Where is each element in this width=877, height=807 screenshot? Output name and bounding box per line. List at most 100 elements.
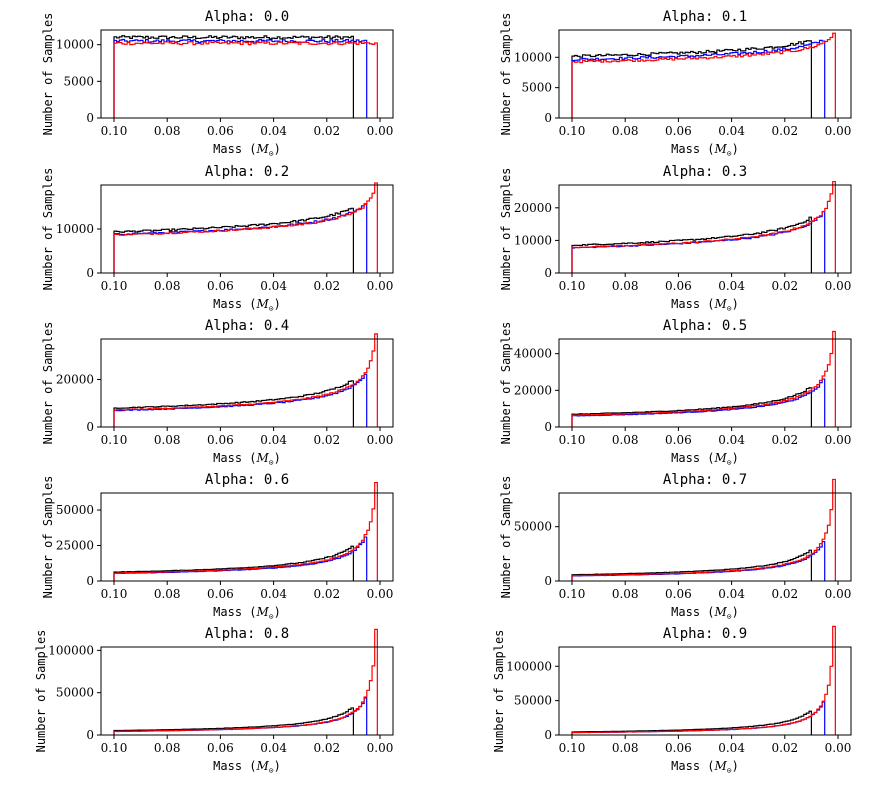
y-tick-label: 0 (544, 420, 552, 434)
x-tick-label: 0.06 (207, 741, 234, 755)
x-tick-label: 0.02 (771, 587, 798, 601)
histogram-series-1 (571, 710, 812, 735)
panel-alpha-0.4: Alpha: 0.4 0.10 0.08 0.06 0.04 0.02 0.00 0 20000… (41, 318, 394, 467)
x-tick-label: 0.08 (154, 124, 181, 138)
plot-frame (100, 29, 394, 119)
y-axis-label: Number of Samples (499, 168, 513, 291)
x-tick-label: 0.08 (154, 741, 181, 755)
x-tick-label: 0.06 (207, 587, 234, 601)
x-tick-label: 0.08 (154, 433, 181, 447)
x-label-unit: M (714, 297, 728, 311)
panel-title: Alpha: 0.8 (205, 626, 289, 642)
x-tick-label: 0.08 (154, 279, 181, 293)
x-label-prefix: Mass ( (671, 297, 714, 311)
x-label-unit: M (714, 605, 728, 619)
x-label-suffix: ) (274, 451, 281, 465)
y-tick-label: 100000 (506, 659, 552, 673)
x-tick-label: 0.06 (665, 279, 692, 293)
x-tick-label: 0.06 (665, 587, 692, 601)
histogram-series-3 (113, 333, 378, 427)
x-tick-label: 0.00 (825, 124, 852, 138)
histogram-series-1 (113, 35, 354, 118)
histogram-series-1 (571, 549, 812, 581)
x-axis-label: Mass (M⊙) (671, 451, 739, 467)
x-tick-label: 0.04 (260, 587, 287, 601)
plot-frame (100, 646, 394, 736)
panel-title: Alpha: 0.3 (663, 164, 747, 180)
x-label-unit: M (256, 142, 270, 156)
y-tick-label: 10000 (514, 233, 552, 247)
x-label-subscript: ⊙ (727, 304, 732, 313)
x-label-suffix: ) (732, 605, 739, 619)
x-tick-label: 0.10 (101, 587, 128, 601)
x-axis-label: Mass (M⊙) (671, 759, 739, 775)
y-axis-label: Number of Samples (499, 322, 513, 445)
x-tick-label: 0.10 (559, 433, 586, 447)
x-label-unit: M (256, 297, 270, 311)
x-label-subscript: ⊙ (727, 458, 732, 467)
y-tick-label: 0 (86, 266, 94, 280)
x-tick-label: 0.06 (207, 433, 234, 447)
y-axis-label: Number of Samples (34, 630, 48, 753)
x-label-subscript: ⊙ (269, 149, 274, 158)
x-tick-label: 0.02 (771, 433, 798, 447)
x-label-prefix: Mass ( (213, 759, 256, 773)
x-tick-label: 0.08 (612, 279, 639, 293)
panel-alpha-0.8: Alpha: 0.8 0.10 0.08 0.06 0.04 0.02 0.00 0 50000… (34, 626, 394, 775)
panel-alpha-0.9: Alpha: 0.9 0.10 0.08 0.06 0.04 0.02 0.00 0 50000… (492, 625, 852, 775)
histogram-series-2 (113, 38, 368, 118)
x-label-subscript: ⊙ (727, 766, 732, 775)
x-tick-label: 0.02 (771, 124, 798, 138)
panel-alpha-0.5: Alpha: 0.5 0.10 0.08 0.06 0.04 0.02 0.00 0 20000… (499, 318, 852, 467)
x-tick-label: 0.00 (825, 279, 852, 293)
y-axis-label: Number of Samples (492, 630, 506, 753)
histogram-series-3 (113, 182, 378, 273)
histogram-series-2 (113, 373, 368, 427)
x-tick-label: 0.10 (101, 433, 128, 447)
histogram-series-2 (113, 536, 368, 581)
x-label-prefix: Mass ( (671, 451, 714, 465)
x-axis-label: Mass (M⊙) (213, 451, 281, 467)
x-tick-label: 0.02 (313, 587, 340, 601)
x-tick-label: 0.02 (771, 741, 798, 755)
x-label-suffix: ) (732, 142, 739, 156)
y-axis-label: Number of Samples (499, 476, 513, 599)
x-tick-label: 0.02 (771, 279, 798, 293)
y-tick-label: 0 (86, 574, 94, 588)
x-label-prefix: Mass ( (213, 142, 256, 156)
x-label-unit: M (714, 451, 728, 465)
y-tick-label: 0 (86, 728, 94, 742)
histogram-series-1 (113, 207, 354, 273)
x-label-suffix: ) (274, 759, 281, 773)
panel-title: Alpha: 0.1 (663, 9, 747, 25)
histogram-series-3 (571, 32, 836, 118)
x-tick-label: 0.04 (260, 741, 287, 755)
x-label-prefix: Mass ( (671, 605, 714, 619)
y-tick-label: 10000 (56, 38, 94, 52)
plot-frame (558, 646, 852, 736)
y-tick-label: 20000 (514, 201, 552, 215)
x-label-suffix: ) (274, 142, 281, 156)
x-label-unit: M (714, 759, 728, 773)
histogram-series-2 (571, 39, 826, 118)
y-tick-label: 20000 (56, 372, 94, 386)
y-tick-label: 10000 (514, 50, 552, 64)
x-tick-label: 0.04 (718, 124, 745, 138)
histogram-series-1 (113, 707, 354, 735)
x-tick-label: 0.00 (825, 433, 852, 447)
x-tick-label: 0.08 (612, 587, 639, 601)
x-tick-label: 0.08 (612, 433, 639, 447)
x-axis-label: Mass (M⊙) (671, 297, 739, 313)
x-label-prefix: Mass ( (671, 759, 714, 773)
y-tick-label: 0 (86, 111, 94, 125)
x-label-unit: M (256, 605, 270, 619)
y-tick-label: 100000 (48, 643, 94, 657)
x-tick-label: 0.10 (559, 124, 586, 138)
y-tick-label: 0 (544, 728, 552, 742)
histogram-series-3 (113, 628, 378, 735)
x-axis-label: Mass (M⊙) (213, 605, 281, 621)
x-tick-label: 0.06 (665, 124, 692, 138)
panel-alpha-0.7: Alpha: 0.7 0.10 0.08 0.06 0.04 0.02 0.00 0 50000… (499, 472, 852, 621)
y-axis-label: Number of Samples (41, 168, 55, 291)
